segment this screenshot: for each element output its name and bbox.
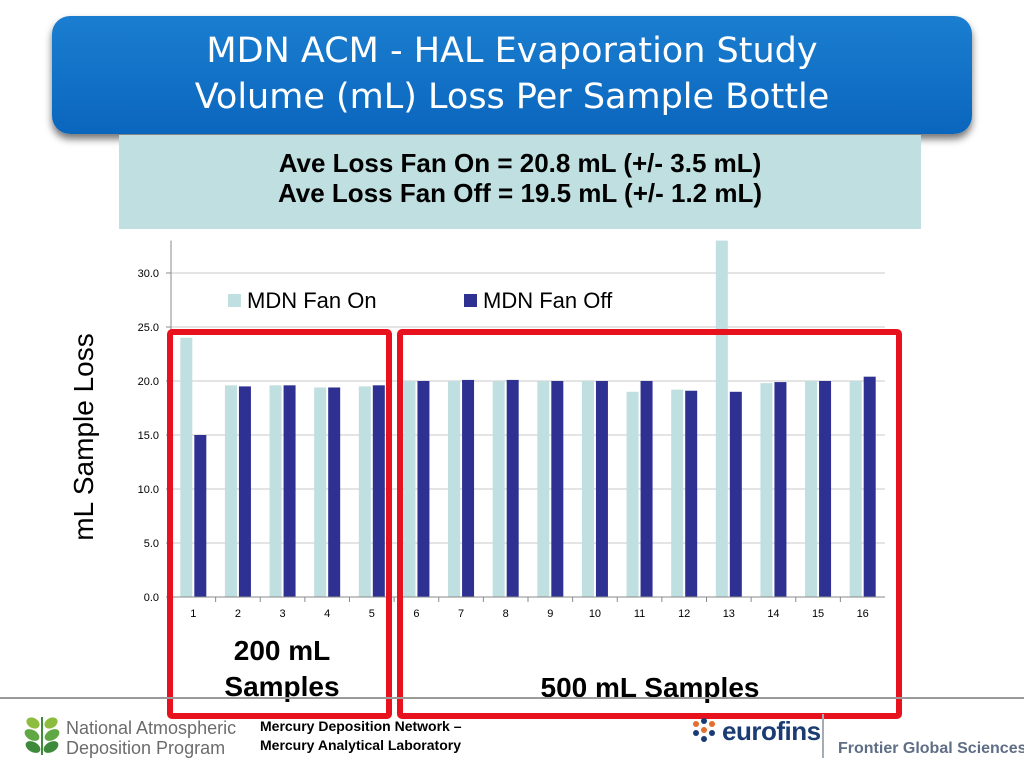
bar-fan-off-6	[417, 381, 430, 597]
bar-fan-off-3	[283, 385, 296, 597]
nadp-logo: National Atmospheric Deposition Program	[22, 713, 236, 762]
eurofins-dots-icon	[693, 718, 715, 742]
bar-fan-off-1	[194, 435, 207, 597]
bar-fan-off-10	[595, 381, 608, 597]
bar-fan-off-13	[729, 391, 742, 597]
bar-fan-on-12	[671, 389, 684, 597]
page-title-line-2: Volume (mL) Loss Per Sample Bottle	[194, 77, 830, 117]
bar-fan-off-8	[506, 379, 519, 597]
x-tick-label: 14	[767, 608, 779, 620]
bar-fan-off-11	[640, 381, 653, 597]
bar-fan-on-10	[581, 381, 594, 597]
group-label-500ml: 500 mL Samples	[540, 672, 760, 703]
bar-fan-on-14	[760, 383, 773, 597]
mdn-lab-name: Mercury Deposition Network – Mercury Ana…	[260, 717, 462, 755]
bar-fan-on-7	[448, 381, 461, 597]
x-tick-label: 8	[503, 608, 509, 620]
x-tick-label: 3	[280, 608, 286, 620]
chart-tick-labels: 0.05.010.015.020.025.030.01 2 3 4 5 6 7 8 9 10 11 1…	[138, 268, 869, 620]
y-tick-label: 5.0	[144, 538, 159, 550]
x-tick-label: 4	[324, 608, 330, 620]
footer-divider	[0, 697, 1024, 699]
y-tick-label: 25.0	[138, 322, 159, 334]
bar-fan-on-1	[180, 337, 193, 597]
bar-fan-off-12	[685, 390, 698, 597]
x-tick-label: 10	[589, 608, 601, 620]
bar-fan-off-16	[863, 376, 876, 597]
y-tick-label: 15.0	[138, 430, 159, 442]
eurofins-logo: eurofins	[690, 716, 821, 749]
legend-swatch-fan-off	[464, 293, 477, 307]
group-label-200ml-line-1: 200 mL	[233, 635, 331, 666]
y-tick-label: 10.0	[138, 484, 159, 496]
nadp-line-1: National Atmospheric	[66, 718, 237, 738]
x-tick-label: 15	[812, 608, 824, 620]
x-tick-label: 7	[458, 608, 464, 620]
x-tick-label: 16	[857, 608, 869, 620]
eurofins-name: eurofins	[722, 716, 821, 746]
bar-fan-on-5	[358, 386, 371, 597]
bar-fan-on-11	[626, 391, 639, 597]
x-tick-label: 5	[369, 608, 375, 620]
bar-fan-off-5	[372, 385, 385, 597]
mdn-line-2: Mercury Analytical Laboratory	[260, 737, 461, 753]
bar-fan-on-4	[314, 387, 327, 597]
bar-fan-off-9	[551, 381, 564, 597]
y-tick-label: 30.0	[138, 268, 159, 280]
bar-fan-off-2	[238, 386, 251, 597]
y-axis-label: mL Sample Loss	[68, 333, 99, 541]
y-tick-label: 0.0	[144, 592, 159, 604]
legend-label-fan-off: MDN Fan Off	[483, 288, 613, 313]
bar-fan-on-15	[805, 381, 818, 597]
frontier-name: Frontier Global Sciences	[838, 740, 1024, 757]
logo-separator	[822, 714, 824, 758]
x-tick-label: 1	[190, 608, 196, 620]
x-tick-label: 9	[547, 608, 553, 620]
x-tick-label: 6	[413, 608, 419, 620]
summary-box: Ave Loss Fan On = 20.8 mL (+/- 3.5 mL) A…	[119, 135, 921, 229]
x-tick-label: 12	[678, 608, 690, 620]
bar-fan-on-16	[849, 381, 862, 597]
bar-fan-off-4	[328, 387, 341, 597]
x-tick-label: 13	[723, 608, 735, 620]
leaf-icon	[24, 717, 60, 755]
group-label-200ml-line-2: Samples	[224, 671, 340, 702]
nadp-line-2: Deposition Program	[66, 738, 226, 758]
x-tick-label: 2	[235, 608, 241, 620]
bar-fan-on-8	[492, 381, 505, 597]
legend-item-fan-on: MDN Fan On	[228, 288, 377, 314]
title-banner: MDN ACM - HAL Evaporation Study Volume (…	[52, 16, 972, 134]
x-tick-label: 11	[634, 608, 645, 620]
page-title-line-1: MDN ACM - HAL Evaporation Study	[206, 31, 818, 71]
mdn-line-1: Mercury Deposition Network –	[260, 718, 462, 734]
group-label-200ml: 200 mL Samples	[192, 633, 372, 705]
summary-fan-off: Ave Loss Fan Off = 19.5 mL (+/- 1.2 mL)	[277, 178, 763, 208]
highlight-box-200ml	[167, 329, 392, 719]
y-tick-label: 20.0	[138, 376, 159, 388]
bar-fan-on-9	[537, 381, 550, 597]
nadp-name: National Atmospheric Deposition Program	[66, 718, 236, 758]
legend-label-fan-on: MDN Fan On	[247, 288, 377, 313]
summary-fan-on: Ave Loss Fan On = 20.8 mL (+/- 3.5 mL)	[278, 148, 762, 178]
bar-fan-on-6	[403, 381, 416, 597]
bar-fan-off-15	[819, 381, 832, 597]
bar-fan-on-2	[224, 385, 237, 597]
bar-fan-off-7	[462, 379, 475, 597]
bar-fan-off-14	[774, 382, 787, 597]
highlight-box-500ml	[397, 329, 902, 719]
legend-item-fan-off: MDN Fan Off	[464, 288, 612, 314]
legend-swatch-fan-on	[228, 293, 241, 307]
bar-fan-on-3	[269, 385, 282, 597]
